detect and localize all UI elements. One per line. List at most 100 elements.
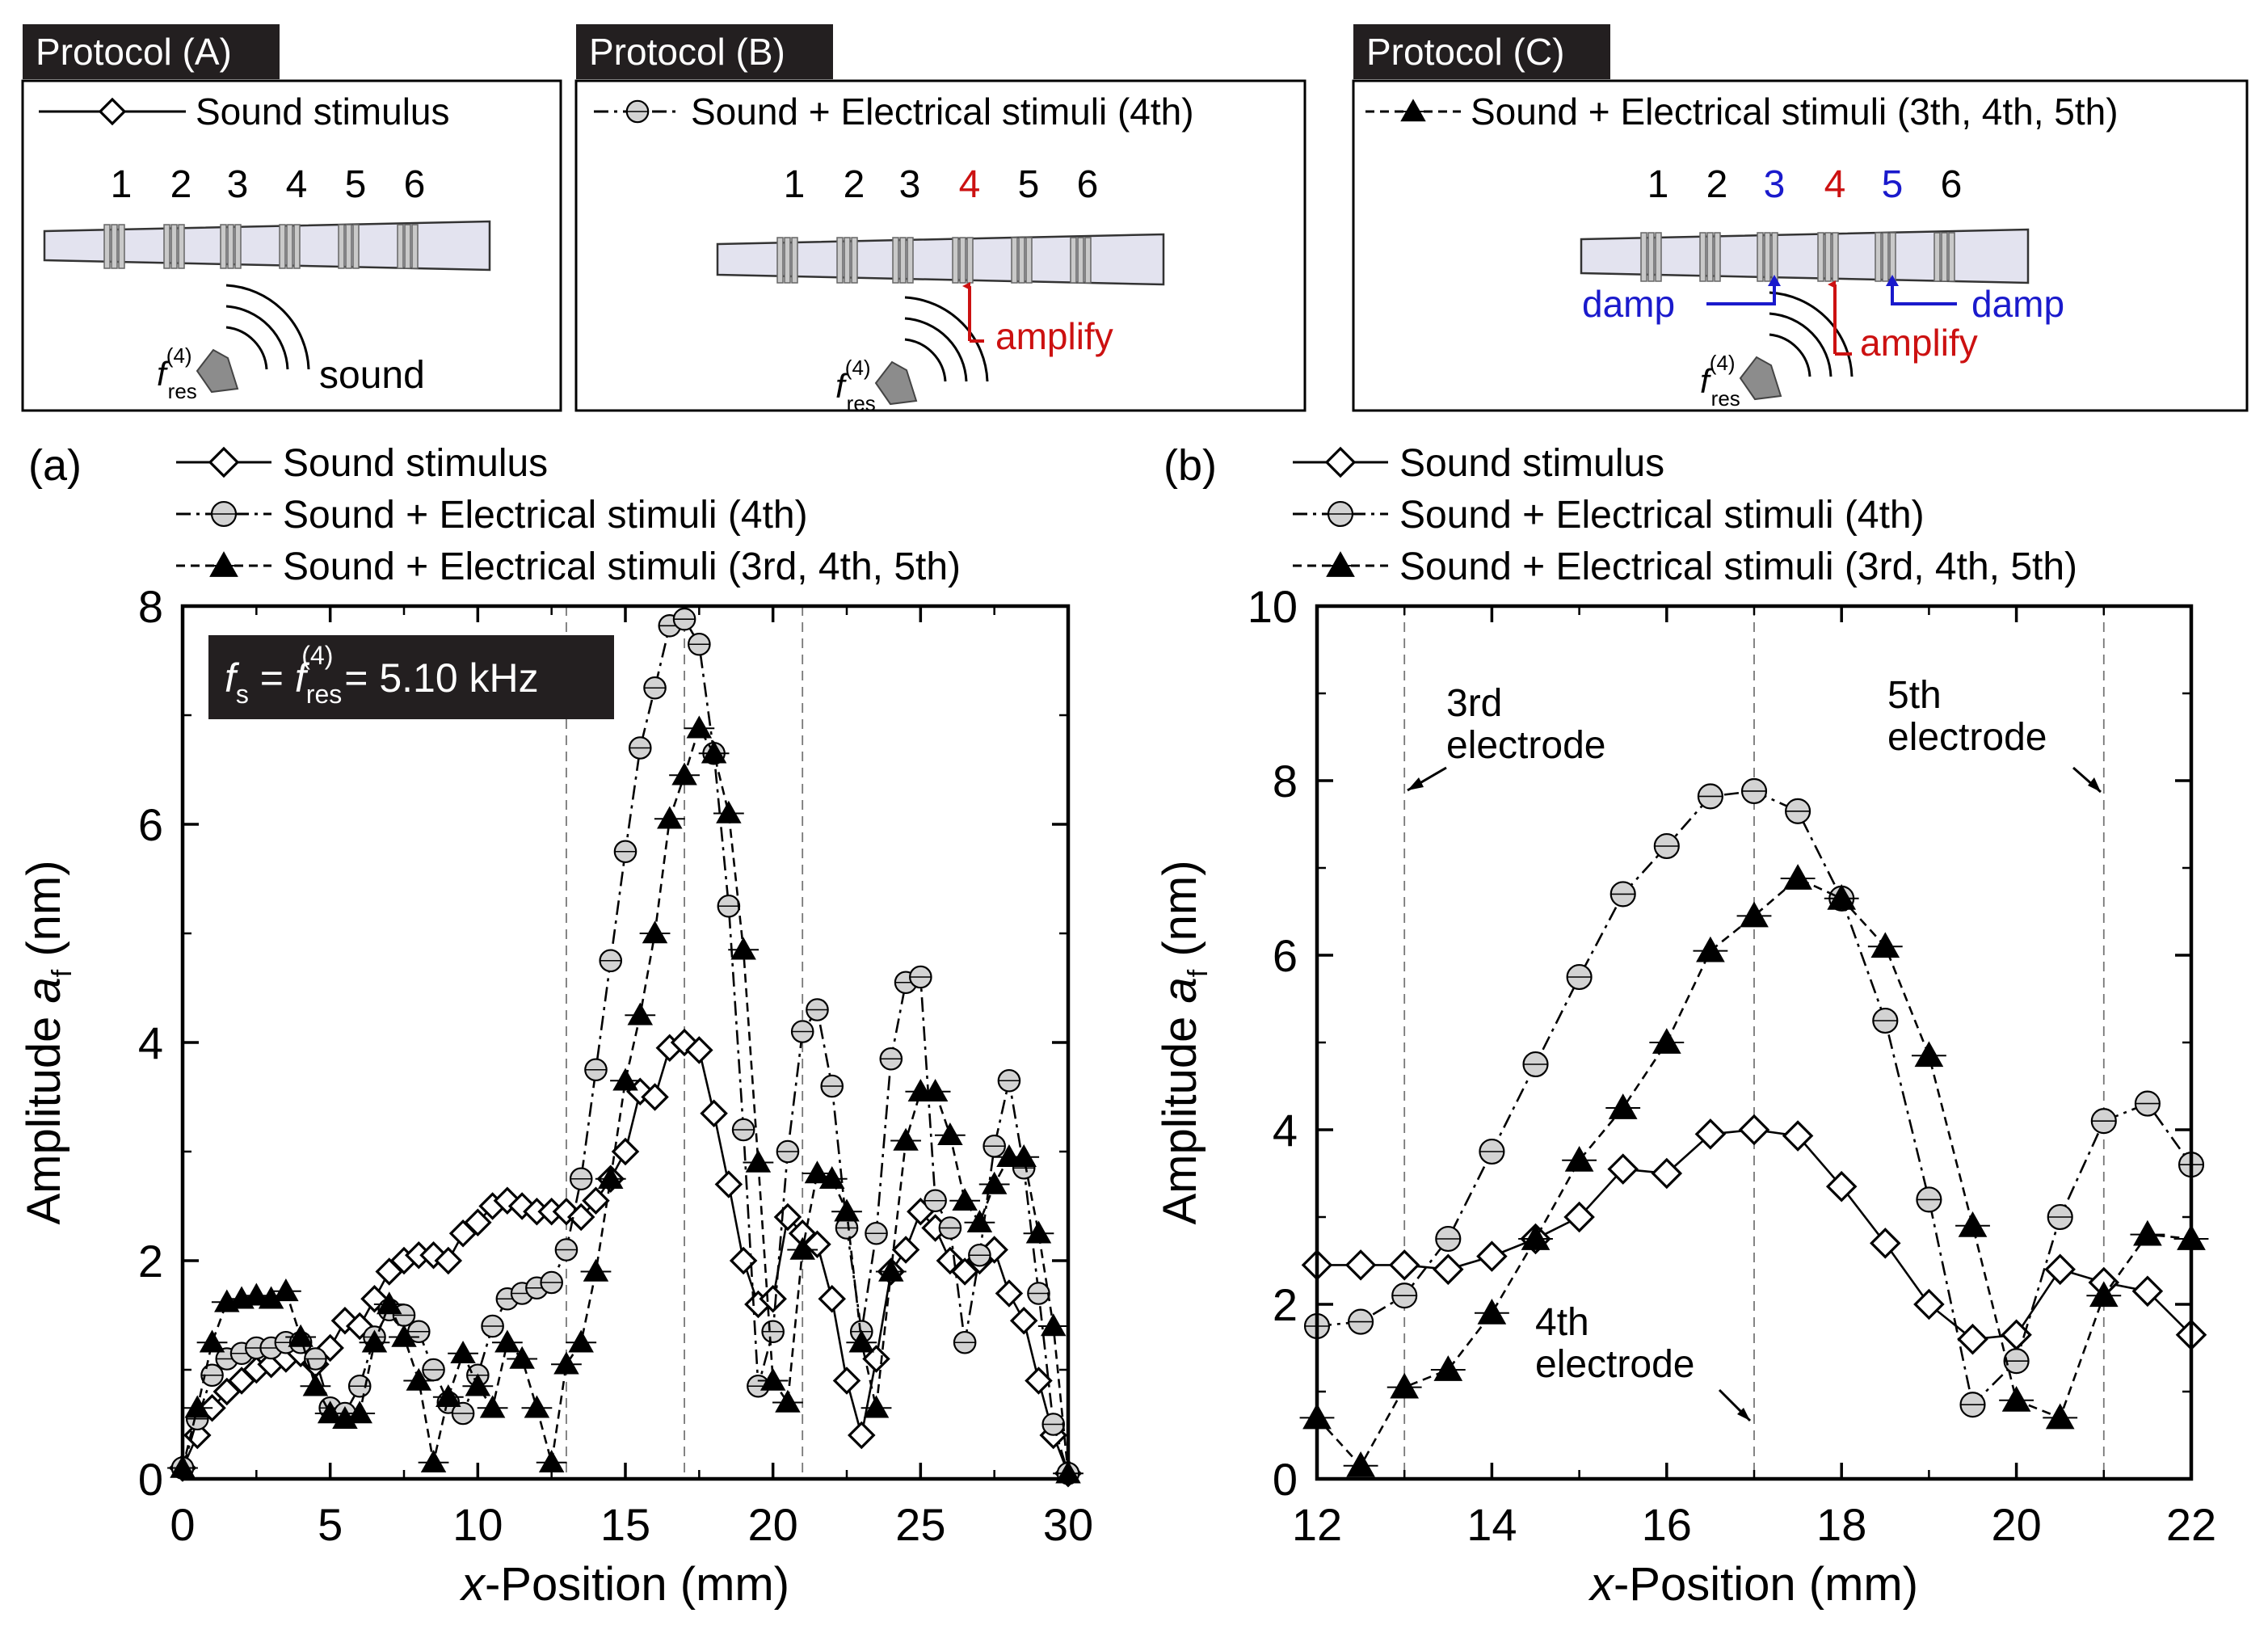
data-point	[802, 1160, 833, 1184]
data-point	[670, 1028, 699, 1057]
legend-marker	[1398, 99, 1429, 122]
data-point	[1825, 1170, 1858, 1202]
data-point	[554, 1238, 579, 1261]
electrode-number-1: 1	[784, 163, 806, 206]
data-point	[1605, 1093, 1641, 1119]
data-point	[2130, 1219, 2165, 1246]
data-point	[787, 1236, 818, 1260]
data-point	[1694, 1118, 1727, 1150]
legend-label: Sound + Electrical stimuli (3rd, 4th, 5t…	[1399, 545, 2077, 588]
data-point	[848, 1421, 876, 1450]
electrode-block-6	[1070, 237, 1092, 284]
data-point	[285, 1324, 317, 1347]
inset-bg	[208, 635, 614, 719]
panel-label: (a)	[28, 441, 82, 490]
data-point	[1476, 1240, 1508, 1272]
legend-item-3: Sound + Electrical stimuli (3rd, 4th, 5t…	[1293, 545, 2077, 588]
data-point	[1607, 1153, 1639, 1185]
series-triangle	[1299, 864, 2209, 1477]
electrode-block-1	[1640, 232, 1662, 282]
data-point	[831, 1198, 862, 1222]
damp-label-left: damp	[1582, 283, 1675, 325]
data-point	[389, 1324, 419, 1347]
protocol-legend: Sound stimulus	[39, 91, 450, 133]
y-axis-label: Amplitude af (nm)	[1154, 860, 1214, 1224]
data-point	[2047, 1203, 2073, 1231]
electrode-number-4: 4	[286, 163, 308, 206]
data-point	[1651, 1157, 1683, 1190]
x-tick-label: 22	[2166, 1499, 2216, 1550]
data-point	[1913, 1288, 1945, 1320]
annotation-4th-electrode: electrode	[1535, 1343, 1694, 1386]
y-tick-label: 2	[138, 1236, 163, 1287]
data-point	[714, 1170, 743, 1198]
electrode-number-1: 1	[111, 163, 133, 206]
data-point	[2131, 1275, 2164, 1308]
electrode-number-4: 4	[1824, 163, 1846, 206]
data-point	[909, 965, 932, 989]
data-point	[820, 1074, 844, 1098]
data-point	[1872, 1007, 1899, 1034]
data-point	[1870, 1228, 1901, 1259]
data-point	[2090, 1108, 2117, 1135]
data-point	[2043, 1403, 2078, 1430]
data-point	[936, 1246, 965, 1275]
legend-marker	[1323, 551, 1358, 577]
protocol-box	[21, 79, 562, 412]
data-point	[938, 1216, 962, 1240]
data-point	[481, 1314, 504, 1338]
data-point	[1824, 883, 1859, 910]
y-tick-label: 8	[1273, 756, 1298, 807]
data-point	[360, 1284, 389, 1313]
data-point	[373, 1291, 405, 1315]
x-tick-label: 0	[170, 1499, 195, 1550]
y-tick-label: 6	[1273, 930, 1298, 981]
electrode-block-2	[163, 224, 185, 269]
data-point	[183, 1421, 212, 1450]
y-tick-label: 6	[138, 799, 163, 850]
data-point	[846, 1329, 877, 1353]
x-axis-label: x-Position (mm)	[459, 1558, 789, 1611]
data-point	[816, 1166, 848, 1190]
data-point	[1782, 1120, 1814, 1152]
electrode-number-3: 3	[227, 163, 249, 206]
data-point	[964, 1210, 995, 1233]
data-point	[507, 1346, 538, 1369]
legend-label: Sound + Electrical stimuli (3th, 4th, 5t…	[1471, 91, 2119, 133]
data-point	[643, 676, 667, 700]
data-point	[464, 1208, 492, 1237]
data-point	[776, 1139, 800, 1164]
electrode-block-2	[1699, 232, 1721, 282]
data-point	[688, 632, 711, 656]
data-point	[1522, 1051, 1549, 1078]
data-point	[717, 894, 741, 918]
f-res-label: fres(4)	[157, 343, 197, 403]
data-point	[2134, 1090, 2161, 1117]
data-point	[1738, 1114, 1770, 1146]
electrode-number-2: 2	[1706, 163, 1728, 206]
speaker-icon	[874, 296, 989, 406]
data-point	[1785, 798, 1811, 824]
data-point	[628, 736, 652, 760]
data-point	[685, 1036, 713, 1064]
protocol-tag-bg	[23, 24, 280, 79]
data-point	[1037, 1313, 1069, 1337]
data-point	[422, 1358, 445, 1382]
electrode-number-4: 4	[959, 163, 981, 206]
data-point	[200, 1363, 224, 1388]
electrode-block-4	[279, 224, 301, 269]
data-point	[2086, 1281, 2122, 1308]
data-point	[968, 1243, 991, 1267]
data-point	[300, 1373, 331, 1396]
series-circle	[170, 607, 1080, 1485]
data-point	[700, 1099, 728, 1128]
data-point	[875, 1258, 907, 1282]
y-tick-label: 0	[138, 1454, 163, 1505]
data-point	[641, 1083, 669, 1111]
data-point	[1693, 936, 1728, 962]
data-point	[978, 1171, 1010, 1194]
series-diamond	[1301, 1114, 2207, 1355]
data-point	[599, 949, 623, 973]
data-point	[953, 1330, 977, 1354]
